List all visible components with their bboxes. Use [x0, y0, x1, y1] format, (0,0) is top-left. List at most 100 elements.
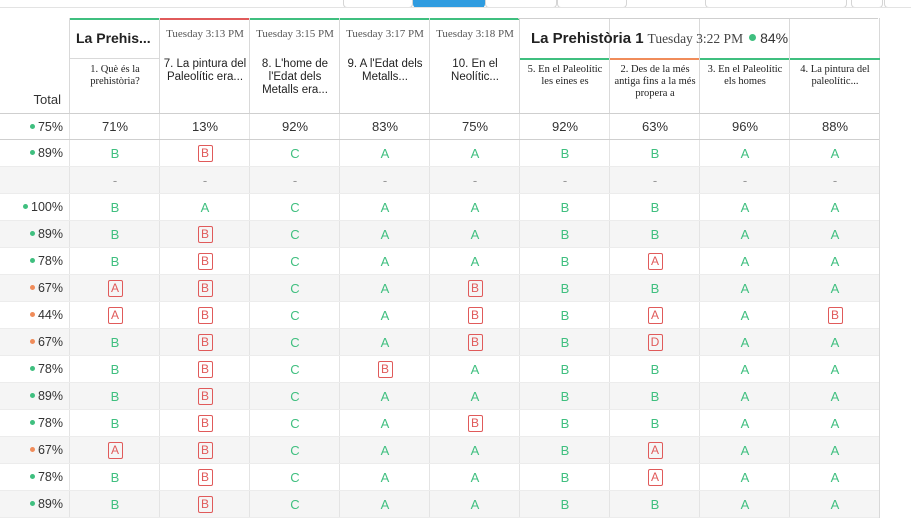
answer-cell[interactable]: A [699, 140, 790, 166]
answer-cell[interactable]: - [159, 167, 250, 193]
answer-cell[interactable]: A [339, 464, 430, 490]
answer-cell[interactable]: A [429, 437, 520, 463]
answer-cell[interactable]: B [519, 410, 610, 436]
answer-cell[interactable]: B [69, 464, 160, 490]
answer-cell[interactable]: C [249, 410, 340, 436]
answer-cell[interactable]: A [789, 437, 880, 463]
answer-cell[interactable]: A [789, 464, 880, 490]
answer-cell[interactable]: A [699, 275, 790, 301]
answer-cell[interactable]: A [789, 383, 880, 409]
group-header[interactable]: La Prehistòria 1 Tuesday 3:22 PM 84% [518, 18, 878, 59]
answer-cell[interactable]: A [789, 248, 880, 274]
answer-cell[interactable]: A [339, 221, 430, 247]
answer-cell[interactable]: A [429, 194, 520, 220]
answer-cell[interactable]: A [699, 383, 790, 409]
answer-cell[interactable]: B [519, 329, 610, 355]
answer-cell[interactable]: B [159, 410, 250, 436]
answer-cell[interactable]: C [249, 329, 340, 355]
student-row[interactable]: 67% A B C A A B A A A [0, 437, 879, 464]
answer-cell[interactable]: C [249, 194, 340, 220]
answer-cell[interactable]: A [609, 437, 700, 463]
answer-cell[interactable]: B [519, 464, 610, 490]
answer-cell[interactable]: - [249, 167, 340, 193]
answer-cell[interactable]: B [69, 248, 160, 274]
student-row[interactable]: 89% B B C A A B B A A [0, 491, 879, 518]
answer-cell[interactable]: A [699, 194, 790, 220]
answer-cell[interactable]: A [609, 302, 700, 328]
answer-cell[interactable]: C [249, 275, 340, 301]
answer-cell[interactable]: A [69, 275, 160, 301]
answer-cell[interactable]: B [69, 329, 160, 355]
answer-cell[interactable]: A [339, 410, 430, 436]
question-header[interactable]: Tuesday 3:13 PM 7. La pintura del Paleolí… [159, 18, 250, 113]
answer-cell[interactable]: A [699, 221, 790, 247]
answer-cell[interactable]: C [249, 140, 340, 166]
answer-cell[interactable]: B [429, 275, 520, 301]
answer-cell[interactable]: A [339, 275, 430, 301]
answer-cell[interactable]: B [69, 491, 160, 517]
answer-cell[interactable]: - [609, 167, 700, 193]
question-header[interactable]: La Prehis... 1. Què és la prehistòria? [69, 18, 160, 113]
answer-cell[interactable]: A [699, 248, 790, 274]
answer-cell[interactable]: B [159, 437, 250, 463]
answer-cell[interactable]: C [249, 464, 340, 490]
answer-cell[interactable]: A [789, 329, 880, 355]
answer-cell[interactable]: A [429, 356, 520, 382]
answer-cell[interactable]: A [699, 437, 790, 463]
answer-cell[interactable]: A [699, 491, 790, 517]
answer-cell[interactable]: - [69, 167, 160, 193]
student-row[interactable]: 100% B A C A A B B A A [0, 194, 879, 221]
answer-cell[interactable]: A [699, 356, 790, 382]
question-header[interactable]: 3. En el Paleolític els homes [699, 18, 790, 113]
question-header[interactable]: 2. Des de la més antiga fins a la més pr… [609, 18, 700, 113]
answer-cell[interactable]: A [789, 140, 880, 166]
answer-cell[interactable]: B [159, 464, 250, 490]
answer-cell[interactable]: B [609, 356, 700, 382]
answer-cell[interactable]: B [69, 221, 160, 247]
student-row[interactable]: 78% B B C A A B A A A [0, 248, 879, 275]
answer-cell[interactable]: B [609, 383, 700, 409]
answer-cell[interactable]: B [159, 140, 250, 166]
answer-cell[interactable]: A [429, 491, 520, 517]
answer-cell[interactable]: B [159, 275, 250, 301]
question-header[interactable]: 4. La pintura del paleolític... [789, 18, 880, 113]
answer-cell[interactable]: A [699, 302, 790, 328]
student-row[interactable]: 89% B B C A A B B A A [0, 383, 879, 410]
answer-cell[interactable]: C [249, 383, 340, 409]
answer-cell[interactable]: A [339, 302, 430, 328]
answer-cell[interactable]: A [339, 329, 430, 355]
answer-cell[interactable]: B [609, 410, 700, 436]
answer-cell[interactable]: A [69, 437, 160, 463]
answer-cell[interactable]: A [339, 248, 430, 274]
answer-cell[interactable]: B [519, 140, 610, 166]
answer-cell[interactable]: B [69, 383, 160, 409]
answer-cell[interactable]: B [609, 221, 700, 247]
question-header[interactable]: Tuesday 3:18 PM 10. En el Neolític... [429, 18, 520, 113]
question-header[interactable]: Tuesday 3:17 PM 9. A l'Edat dels Metalls.… [339, 18, 430, 113]
question-header[interactable]: Tuesday 3:15 PM 8. L'home de l'Edat dels … [249, 18, 340, 113]
answer-cell[interactable]: B [609, 491, 700, 517]
student-row[interactable]: 89% B B C A A B B A A [0, 221, 879, 248]
answer-cell[interactable]: B [609, 140, 700, 166]
answer-cell[interactable]: B [69, 356, 160, 382]
answer-cell[interactable]: B [519, 383, 610, 409]
answer-cell[interactable]: A [429, 248, 520, 274]
answer-cell[interactable]: A [429, 140, 520, 166]
answer-cell[interactable]: A [339, 491, 430, 517]
answer-cell[interactable]: A [429, 221, 520, 247]
answer-cell[interactable]: - [519, 167, 610, 193]
question-header[interactable]: 5. En el Paleolític les eines es [519, 18, 610, 113]
answer-cell[interactable]: C [249, 356, 340, 382]
answer-cell[interactable]: - [699, 167, 790, 193]
student-row[interactable]: --------- [0, 167, 879, 194]
answer-cell[interactable]: A [69, 302, 160, 328]
answer-cell[interactable]: B [69, 140, 160, 166]
answer-cell[interactable]: C [249, 248, 340, 274]
answer-cell[interactable]: B [519, 356, 610, 382]
answer-cell[interactable]: A [699, 464, 790, 490]
answer-cell[interactable]: B [519, 437, 610, 463]
answer-cell[interactable]: B [159, 248, 250, 274]
answer-cell[interactable]: B [159, 221, 250, 247]
answer-cell[interactable]: B [159, 491, 250, 517]
answer-cell[interactable]: C [249, 302, 340, 328]
